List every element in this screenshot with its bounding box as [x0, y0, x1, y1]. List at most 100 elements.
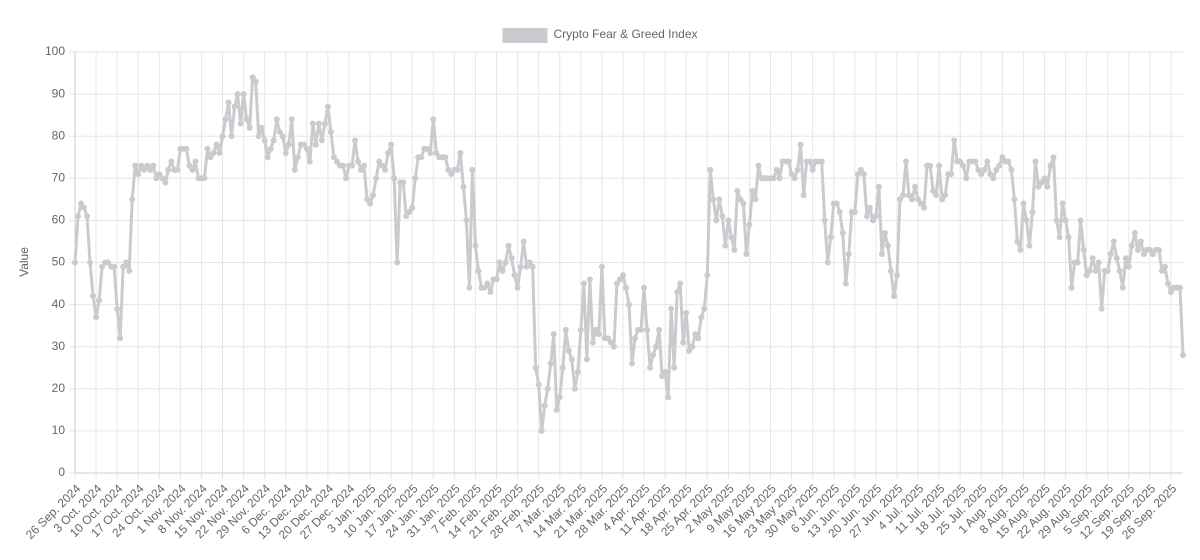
data-point [168, 158, 175, 165]
data-point [1059, 200, 1066, 207]
data-point [824, 259, 831, 266]
data-point [150, 162, 157, 169]
data-point [1119, 284, 1126, 291]
data-point [629, 360, 636, 367]
y-tick-label: 60 [52, 213, 66, 227]
data-point [821, 217, 828, 224]
data-point [430, 116, 437, 123]
data-point [532, 364, 539, 371]
data-point [619, 272, 626, 279]
data-point [1065, 234, 1072, 241]
data-point [912, 183, 919, 190]
data-point [1164, 280, 1171, 287]
data-point [960, 162, 967, 169]
data-point [713, 217, 720, 224]
data-point [216, 150, 223, 157]
data-point [927, 162, 934, 169]
data-point [213, 141, 220, 148]
data-point [93, 314, 100, 321]
data-point [553, 406, 560, 413]
data-point [743, 251, 750, 258]
data-point [493, 276, 500, 283]
data-point [505, 242, 512, 249]
data-point [294, 154, 301, 161]
data-point [887, 267, 894, 274]
data-point [921, 204, 928, 211]
data-point [228, 133, 235, 140]
data-point [234, 91, 241, 98]
data-point [626, 301, 632, 308]
data-point [770, 175, 777, 182]
y-tick-label: 20 [52, 381, 66, 395]
data-point [1149, 251, 1156, 258]
data-point [1122, 255, 1129, 262]
data-point [249, 74, 256, 81]
data-point [358, 166, 365, 173]
data-point [881, 230, 888, 237]
data-point [123, 259, 130, 266]
data-point [866, 204, 873, 211]
data-point [915, 196, 922, 203]
data-point [863, 213, 870, 220]
data-point [90, 293, 97, 300]
data-point [677, 280, 684, 287]
data-point [219, 133, 226, 140]
data-point [496, 259, 503, 266]
data-point [204, 145, 211, 152]
data-point [662, 368, 669, 375]
data-point [1068, 284, 1075, 291]
data-point [893, 272, 900, 279]
data-point [613, 280, 620, 287]
data-point [427, 150, 434, 157]
data-point [568, 356, 575, 363]
data-point [577, 326, 584, 333]
data-point [306, 158, 313, 165]
data-point [918, 200, 925, 207]
data-point [610, 343, 617, 350]
data-point [707, 166, 714, 173]
data-point [595, 331, 602, 338]
data-point [683, 310, 690, 317]
data-point [508, 255, 515, 262]
data-point [939, 196, 946, 203]
data-point [1083, 272, 1090, 279]
data-point [339, 162, 346, 169]
data-point [668, 305, 675, 312]
data-point [162, 179, 169, 186]
y-tick-label: 10 [52, 423, 66, 437]
data-point [1176, 284, 1183, 291]
data-point [890, 293, 897, 300]
data-point [135, 171, 142, 178]
data-point [156, 171, 163, 178]
data-point [291, 166, 298, 173]
data-point [526, 259, 533, 266]
data-point [87, 259, 94, 266]
data-point [201, 175, 208, 182]
data-point [469, 166, 476, 173]
data-point [276, 128, 283, 135]
data-point [559, 364, 566, 371]
data-point [520, 238, 527, 245]
data-point [836, 208, 843, 215]
data-point [394, 259, 401, 266]
y-tick-label: 90 [52, 86, 66, 100]
data-point [96, 297, 103, 304]
data-point [951, 137, 958, 144]
data-point [638, 326, 645, 333]
y-axis-title: Value [17, 247, 31, 277]
data-point [906, 192, 913, 199]
data-point [671, 364, 678, 371]
data-point [535, 381, 542, 388]
data-point [352, 137, 359, 144]
data-point [373, 175, 380, 182]
data-point [854, 171, 861, 178]
data-point [472, 242, 479, 249]
data-point [418, 154, 425, 161]
data-point [261, 137, 268, 144]
data-point [279, 133, 286, 140]
data-point [1029, 208, 1036, 215]
data-point [903, 158, 909, 165]
data-point [1104, 267, 1111, 274]
data-point [1107, 251, 1114, 258]
